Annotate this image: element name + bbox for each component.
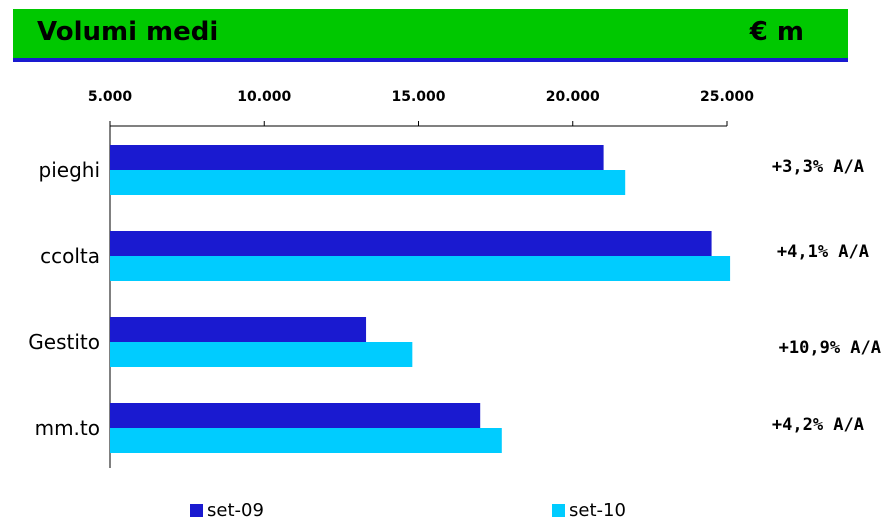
legend-swatch-set-09 <box>190 503 203 517</box>
chart-title: Volumi medi <box>37 17 219 47</box>
growth-annotation: +10,9% A/A <box>779 338 881 358</box>
bar-chart: 5.000 10.000 15.000 20.000 25.000 pieghi ccol… <box>28 89 881 468</box>
growth-annotation: +3,3% A/A <box>772 157 864 177</box>
chart-unit: € m <box>749 17 804 47</box>
category-label: pieghi <box>39 158 100 182</box>
growth-annotation: +4,1% A/A <box>777 242 869 262</box>
category-labels: pieghi ccolta Gestito mm.to <box>28 158 100 440</box>
growth-annotation: +4,2% A/A <box>772 415 864 435</box>
x-tick-label: 5.000 <box>88 89 133 105</box>
category-label: mm.to <box>35 416 100 440</box>
bar-set-09-Gestito <box>110 317 367 342</box>
bar-set-10-ccolta <box>110 256 731 281</box>
bar-set-09-ccolta <box>110 231 712 256</box>
title-banner: Volumi medi € m <box>13 9 848 62</box>
bar-set-09-mm-to <box>110 403 481 428</box>
category-label: Gestito <box>28 330 100 354</box>
legend-label-set-10: set-10 <box>569 499 626 521</box>
growth-annotations: +3,3% A/A +4,1% A/A +10,9% A/A +4,2% A/A <box>772 157 881 435</box>
bar-set-10-Gestito <box>110 342 413 367</box>
bar-set-10-pieghi <box>110 170 626 195</box>
legend-item-set-10: set-10 <box>552 499 626 521</box>
x-tick-label: 10.000 <box>237 89 291 105</box>
legend-item-set-09: set-09 <box>190 499 264 521</box>
category-label: ccolta <box>40 244 100 268</box>
bar-set-10-mm-to <box>110 428 502 453</box>
legend-label-set-09: set-09 <box>207 499 264 521</box>
x-tick-label: 25.000 <box>700 89 754 105</box>
bar-set-09-pieghi <box>110 145 604 170</box>
bars <box>110 145 731 453</box>
x-tick-label: 15.000 <box>391 89 445 105</box>
x-tick-label: 20.000 <box>546 89 600 105</box>
legend-swatch-set-10 <box>552 503 565 517</box>
